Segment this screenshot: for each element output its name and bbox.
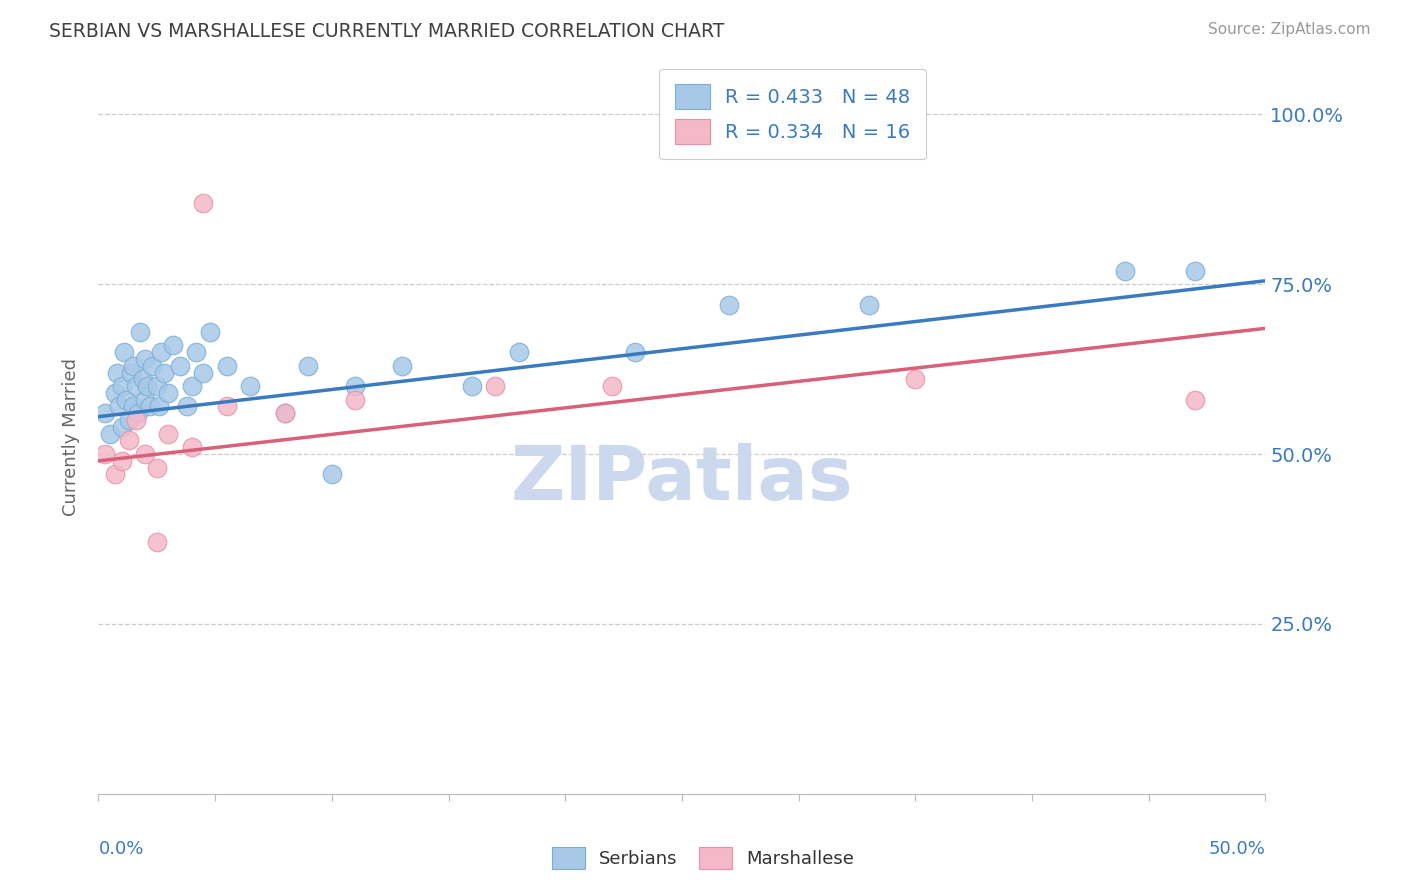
Point: [146, 379, 169, 393]
Point: [152, 366, 174, 380]
Text: 50.0%: 50.0%: [1209, 840, 1265, 858]
Point: [129, 325, 152, 339]
Point: [1184, 392, 1206, 407]
Point: [148, 400, 170, 414]
Point: [122, 359, 145, 373]
Point: [186, 345, 208, 359]
Point: [120, 366, 142, 380]
Point: [1184, 263, 1206, 277]
Text: 0.0%: 0.0%: [98, 840, 143, 858]
Point: [125, 413, 148, 427]
Point: [239, 379, 262, 393]
Point: [344, 392, 367, 407]
Point: [111, 454, 134, 468]
Point: [176, 400, 198, 414]
Point: [134, 447, 156, 461]
Point: [600, 379, 623, 393]
Point: [134, 351, 156, 366]
Point: [624, 345, 647, 359]
Point: [157, 426, 180, 441]
Point: [118, 434, 141, 448]
Point: [105, 366, 128, 380]
Point: [508, 345, 530, 359]
Point: [122, 400, 145, 414]
Point: [169, 359, 191, 373]
Point: [180, 379, 202, 393]
Point: [904, 372, 927, 386]
Point: [1114, 263, 1136, 277]
Point: [858, 297, 880, 311]
Point: [180, 440, 202, 454]
Legend: Serbians, Marshallese: Serbians, Marshallese: [543, 838, 863, 879]
Point: [717, 297, 740, 311]
Point: [111, 379, 134, 393]
Point: [321, 467, 343, 482]
Point: [108, 400, 131, 414]
Point: [297, 359, 319, 373]
Point: [94, 406, 117, 420]
Point: [136, 379, 159, 393]
Point: [94, 447, 117, 461]
Point: [274, 406, 297, 420]
Point: [111, 420, 134, 434]
Point: [141, 359, 163, 373]
Point: [132, 372, 155, 386]
Point: [200, 325, 222, 339]
Point: [115, 392, 138, 407]
Point: [274, 406, 297, 420]
Point: [98, 426, 121, 441]
Point: [125, 379, 148, 393]
Point: [215, 400, 238, 414]
Point: [157, 385, 180, 400]
Point: [391, 359, 413, 373]
Point: [127, 406, 149, 420]
Text: ZIPatlas: ZIPatlas: [510, 443, 853, 516]
Point: [484, 379, 506, 393]
Point: [104, 385, 127, 400]
Point: [344, 379, 367, 393]
Point: [146, 535, 169, 549]
Text: Source: ZipAtlas.com: Source: ZipAtlas.com: [1208, 22, 1371, 37]
Legend: R = 0.433   N = 48, R = 0.334   N = 16: R = 0.433 N = 48, R = 0.334 N = 16: [659, 69, 927, 160]
Point: [112, 345, 135, 359]
Point: [134, 392, 156, 407]
Point: [461, 379, 484, 393]
Point: [118, 413, 141, 427]
Point: [162, 338, 184, 352]
Y-axis label: Currently Married: Currently Married: [62, 358, 80, 516]
Point: [146, 460, 169, 475]
Point: [193, 195, 215, 210]
Point: [139, 400, 162, 414]
Point: [193, 366, 215, 380]
Point: [150, 345, 173, 359]
Point: [215, 359, 238, 373]
Text: SERBIAN VS MARSHALLESE CURRENTLY MARRIED CORRELATION CHART: SERBIAN VS MARSHALLESE CURRENTLY MARRIED…: [49, 22, 724, 41]
Point: [104, 467, 127, 482]
